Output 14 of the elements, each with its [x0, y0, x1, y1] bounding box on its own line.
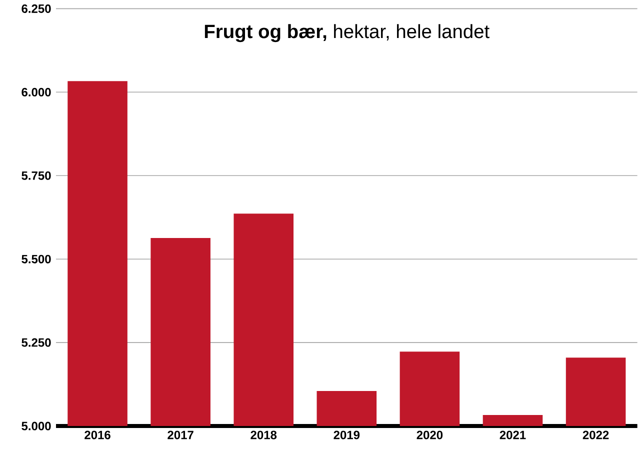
x-tick-label: 2017 [168, 430, 194, 440]
text: Frugt og bær, hektar, hele landet [204, 24, 490, 42]
y-tick-label: 5.250 [22, 338, 51, 347]
x-tick-label: 2016 [84, 430, 110, 440]
x-tick-label: 2021 [500, 430, 526, 440]
x-tick-label: 2022 [582, 430, 609, 440]
y-tick-label: 6.000 [22, 88, 51, 97]
y-tick-label: 6.250 [22, 4, 51, 14]
y-tick-label: 5.750 [22, 172, 51, 180]
x-tick-label: 2018 [250, 430, 277, 440]
x-tick-label: 2019 [334, 430, 360, 440]
y-tick-label: 5.500 [22, 254, 51, 264]
x-tick-label: 2020 [416, 430, 443, 440]
y-tick-label: 5.000 [22, 422, 51, 430]
